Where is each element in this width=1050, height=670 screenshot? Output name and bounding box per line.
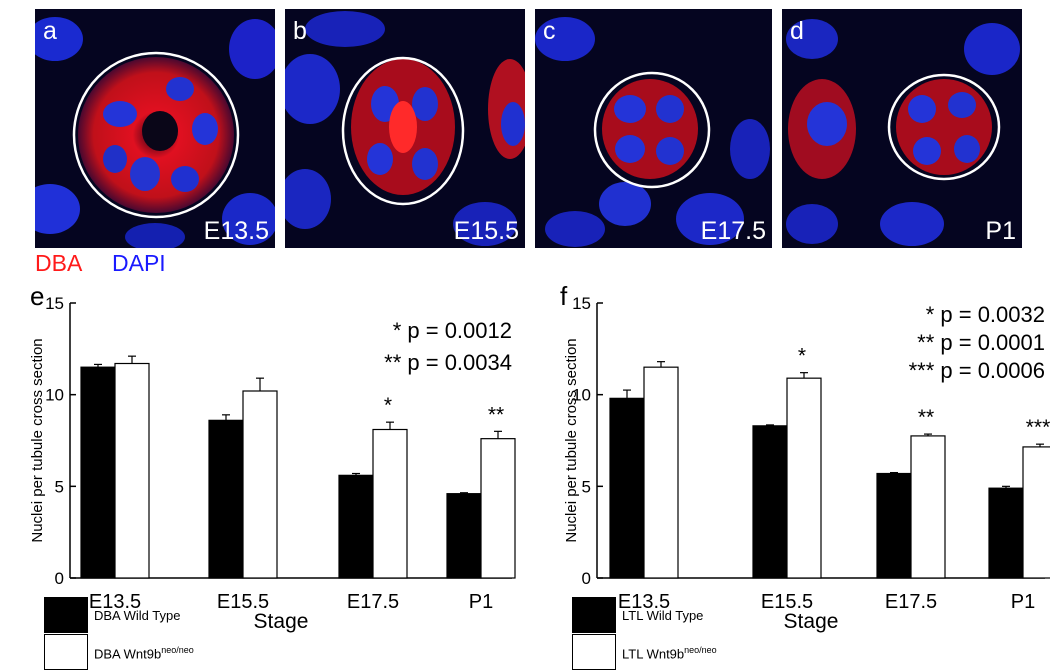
chart-e-bar-s1-3: [480, 438, 516, 579]
chart-e-pvalue-1: ** p = 0.0034: [384, 350, 512, 375]
chart-f-bar-s1-3: [1022, 446, 1050, 579]
chart-e-bar-s0-1: [208, 419, 244, 579]
micrograph-a-image: [35, 9, 275, 248]
legend-label-f-mutant: LTL Wnt9bneo/neo: [622, 645, 717, 661]
micrograph-c-image: [535, 9, 772, 248]
chart-f-y-tick-label-3: 15: [572, 294, 591, 313]
chart-e-y-tick-label-1: 5: [55, 477, 64, 496]
panel-label-d: d: [790, 17, 804, 45]
chart-f-bar-s1-1: [786, 377, 822, 579]
legend-label-f-mutant-name: LTL Wnt9b: [622, 646, 685, 662]
micrograph-panel-b: b E15.5: [285, 9, 525, 248]
chart-f-x-axis-label: Stage: [784, 610, 839, 633]
legend-label-e-mutant-name: DBA Wnt9b: [94, 646, 162, 662]
chart-f-bar-s0-1: [752, 425, 788, 579]
micrograph-panel-c: c E17.5: [535, 9, 772, 248]
legend-swatch-f-wild-type: [572, 597, 616, 633]
panel-label-b: b: [293, 17, 307, 45]
chart-f-x-tick-label-3: P1: [1011, 591, 1035, 613]
chart-e-significance-2: *: [384, 394, 392, 417]
chart-f-significance-1: *: [798, 345, 806, 368]
chart-e-x-tick-label-0: E13.5: [89, 591, 141, 613]
chart-f-significance-3: ***: [1026, 416, 1050, 439]
chart-e-bar-s0-2: [338, 474, 374, 579]
legend-swatch-e-mutant: [44, 634, 88, 670]
chart-f-y-tick-label-2: 10: [572, 386, 591, 405]
chart-f-x-tick-label-1: E15.5: [761, 591, 813, 613]
stage-label-b: E15.5: [453, 217, 519, 245]
chart-e-significance-3: **: [488, 403, 504, 426]
micrograph-panel-d: d P1: [782, 9, 1022, 248]
panel-label-a: a: [43, 17, 57, 45]
chart-f-pvalue-1: ** p = 0.0001: [917, 330, 1045, 355]
micrograph-b-image: [285, 9, 525, 248]
chart-f-y-tick-label-0: 0: [582, 569, 591, 588]
legend-label-f-mutant-sup: neo/neo: [684, 645, 717, 655]
chart-e-y-tick-label-3: 15: [45, 294, 64, 313]
chart-f-x-tick-label-0: E13.5: [618, 591, 670, 613]
chart-e-bar-s1-0: [114, 362, 150, 579]
stain-label-dapi: DAPI: [112, 250, 166, 276]
chart-f-pvalue-0: * p = 0.0032: [926, 302, 1045, 327]
stage-label-c: E17.5: [700, 217, 766, 245]
chart-e-x-axis-label: Stage: [254, 610, 309, 633]
legend-swatch-e-wild-type: [44, 597, 88, 633]
chart-panel-label-e: e: [30, 281, 44, 311]
stage-label-a: E13.5: [203, 217, 269, 245]
chart-e-pvalue-0: * p = 0.0012: [393, 318, 512, 343]
stain-label-dba: DBA: [35, 250, 83, 276]
chart-e-bar-s0-3: [446, 493, 482, 579]
legend-swatch-f-mutant: [572, 634, 616, 670]
chart-e-y-tick-label-0: 0: [55, 569, 64, 588]
stage-label-d: P1: [985, 217, 1016, 245]
legend-label-e-wild-type: DBA Wild Type: [94, 608, 181, 623]
legend-label-e-mutant: DBA Wnt9bneo/neo: [94, 645, 194, 661]
chart-f-bar-s0-3: [988, 487, 1024, 579]
chart-e-x-tick-label-3: P1: [469, 591, 493, 613]
chart-f-pvalue-2: *** p = 0.0006: [909, 358, 1045, 383]
chart-e-x-tick-label-2: E17.5: [347, 591, 399, 613]
chart-f-x-tick-label-2: E17.5: [885, 591, 937, 613]
chart-f-bar-s0-2: [876, 472, 912, 579]
panel-label-c: c: [543, 17, 556, 45]
legend-label-e-mutant-sup: neo/neo: [161, 645, 194, 655]
chart-f-bar-s1-0: [643, 366, 679, 579]
chart-f-y-axis-label: Nuclei per tubule cross section: [563, 338, 580, 542]
chart-e-bar-s0-0: [80, 366, 116, 579]
chart-f-bar-s0-0: [609, 397, 645, 579]
micrograph-panel-a: a E13.5: [35, 9, 275, 248]
chart-panel-label-f: f: [560, 281, 568, 311]
chart-e-y-tick-label-2: 10: [45, 386, 64, 405]
chart-e-bar-s1-2: [372, 428, 408, 579]
chart-e-bar-s1-1: [242, 390, 278, 579]
chart-f-bar-s1-2: [910, 435, 946, 579]
chart-f-significance-2: **: [918, 406, 934, 429]
chart-e-y-axis-label: Nuclei per tubule cross section: [29, 338, 46, 542]
chart-e-x-tick-label-1: E15.5: [217, 591, 269, 613]
chart-f-y-tick-label-1: 5: [582, 477, 591, 496]
micrograph-d-image: [782, 9, 1022, 248]
legend-label-f-wild-type: LTL Wild Type: [622, 608, 704, 623]
